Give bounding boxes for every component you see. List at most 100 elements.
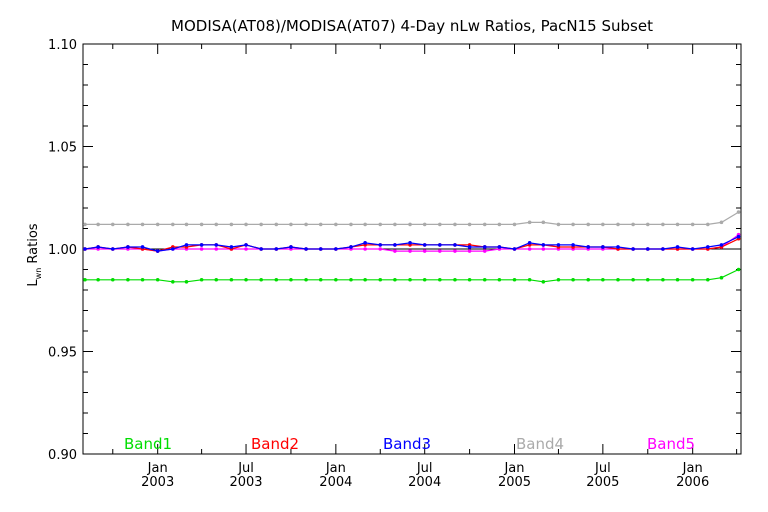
data-point	[155, 249, 160, 253]
data-point	[408, 249, 412, 253]
data-point	[438, 222, 442, 227]
data-point	[527, 241, 532, 245]
x-tick-month: Jan	[325, 461, 346, 476]
data-point	[408, 241, 412, 245]
data-point	[171, 222, 175, 227]
series-band4	[83, 210, 741, 227]
data-point	[140, 277, 145, 282]
data-point	[378, 247, 383, 251]
chart-title: MODISA(AT08)/MODISA(AT07) 4-Day nLw Rati…	[171, 17, 653, 35]
data-point	[304, 247, 308, 251]
data-point	[363, 222, 367, 227]
data-point	[675, 277, 680, 282]
data-point	[274, 222, 279, 227]
data-point	[601, 277, 605, 282]
x-tick-year: 2003	[141, 475, 174, 490]
data-point	[244, 222, 248, 227]
data-point	[541, 220, 546, 225]
data-point	[631, 247, 635, 251]
data-point	[318, 277, 323, 282]
data-point	[541, 243, 546, 247]
y-axis-title-subscript: wn	[34, 268, 43, 280]
data-point	[616, 245, 620, 249]
x-tick-year: 2005	[586, 475, 619, 490]
data-point	[556, 222, 561, 227]
data-point	[96, 277, 100, 282]
data-point	[378, 277, 383, 282]
data-point	[422, 222, 427, 227]
data-point	[126, 277, 130, 282]
data-point	[690, 277, 695, 282]
data-point	[512, 222, 517, 227]
data-point	[719, 220, 724, 225]
data-point	[349, 245, 353, 249]
data-point	[184, 243, 189, 247]
data-point	[719, 275, 724, 280]
data-point	[706, 245, 710, 249]
x-tick-month: Jul	[237, 461, 254, 476]
x-tick-month: Jul	[594, 461, 611, 476]
data-point	[199, 222, 204, 227]
data-point	[453, 249, 457, 253]
data-point	[422, 243, 427, 247]
data-point	[304, 277, 308, 282]
x-tick-year: 2005	[498, 475, 531, 490]
series-band3	[83, 234, 741, 253]
data-point	[393, 277, 397, 282]
data-point	[259, 277, 263, 282]
data-point	[259, 247, 263, 251]
series-line-band4	[85, 211, 739, 225]
x-tick-year: 2004	[319, 475, 352, 490]
data-point	[171, 247, 175, 251]
data-point	[83, 277, 87, 282]
y-tick-label: 1.00	[48, 243, 77, 258]
data-point	[601, 222, 605, 227]
data-point	[318, 222, 323, 227]
data-point	[438, 277, 442, 282]
data-point	[393, 222, 397, 227]
series-band2	[83, 236, 741, 253]
y-axis-title-rest: Ratios	[26, 223, 41, 268]
y-axis: 0.90 0.95 1.00 1.05 1.10	[48, 38, 741, 463]
data-point	[645, 277, 650, 282]
data-point	[244, 243, 248, 247]
data-point	[467, 245, 472, 249]
data-point	[467, 249, 472, 253]
data-point	[126, 222, 130, 227]
data-point	[229, 277, 234, 282]
data-point	[527, 277, 532, 282]
data-point	[661, 222, 665, 227]
data-point	[140, 245, 145, 249]
series-band1	[83, 267, 741, 284]
data-point	[482, 277, 487, 282]
data-point	[586, 245, 591, 249]
x-tick-year: 2004	[408, 475, 441, 490]
data-point	[408, 277, 412, 282]
data-point	[719, 243, 724, 247]
data-point	[453, 277, 457, 282]
data-point	[675, 245, 680, 249]
x-tick-month: Jan	[147, 461, 168, 476]
data-point	[616, 222, 620, 227]
legend-item-band5: Band5	[647, 435, 695, 453]
y-tick-label: 0.90	[48, 448, 77, 463]
data-point	[586, 277, 591, 282]
data-point	[571, 222, 575, 227]
data-point	[349, 277, 353, 282]
x-tick-month: Jan	[682, 461, 703, 476]
data-point	[393, 243, 397, 247]
data-point	[184, 280, 189, 284]
data-point	[661, 277, 665, 282]
legend-item-band1: Band1	[124, 435, 172, 453]
data-point	[571, 243, 575, 247]
x-tick-year: 2003	[229, 475, 262, 490]
data-point	[645, 247, 650, 251]
data-point	[214, 222, 219, 227]
x-tick-month: Jan	[503, 461, 524, 476]
data-point	[453, 222, 457, 227]
data-point	[334, 247, 338, 251]
data-point	[289, 277, 293, 282]
data-point	[422, 277, 427, 282]
data-point	[184, 222, 189, 227]
